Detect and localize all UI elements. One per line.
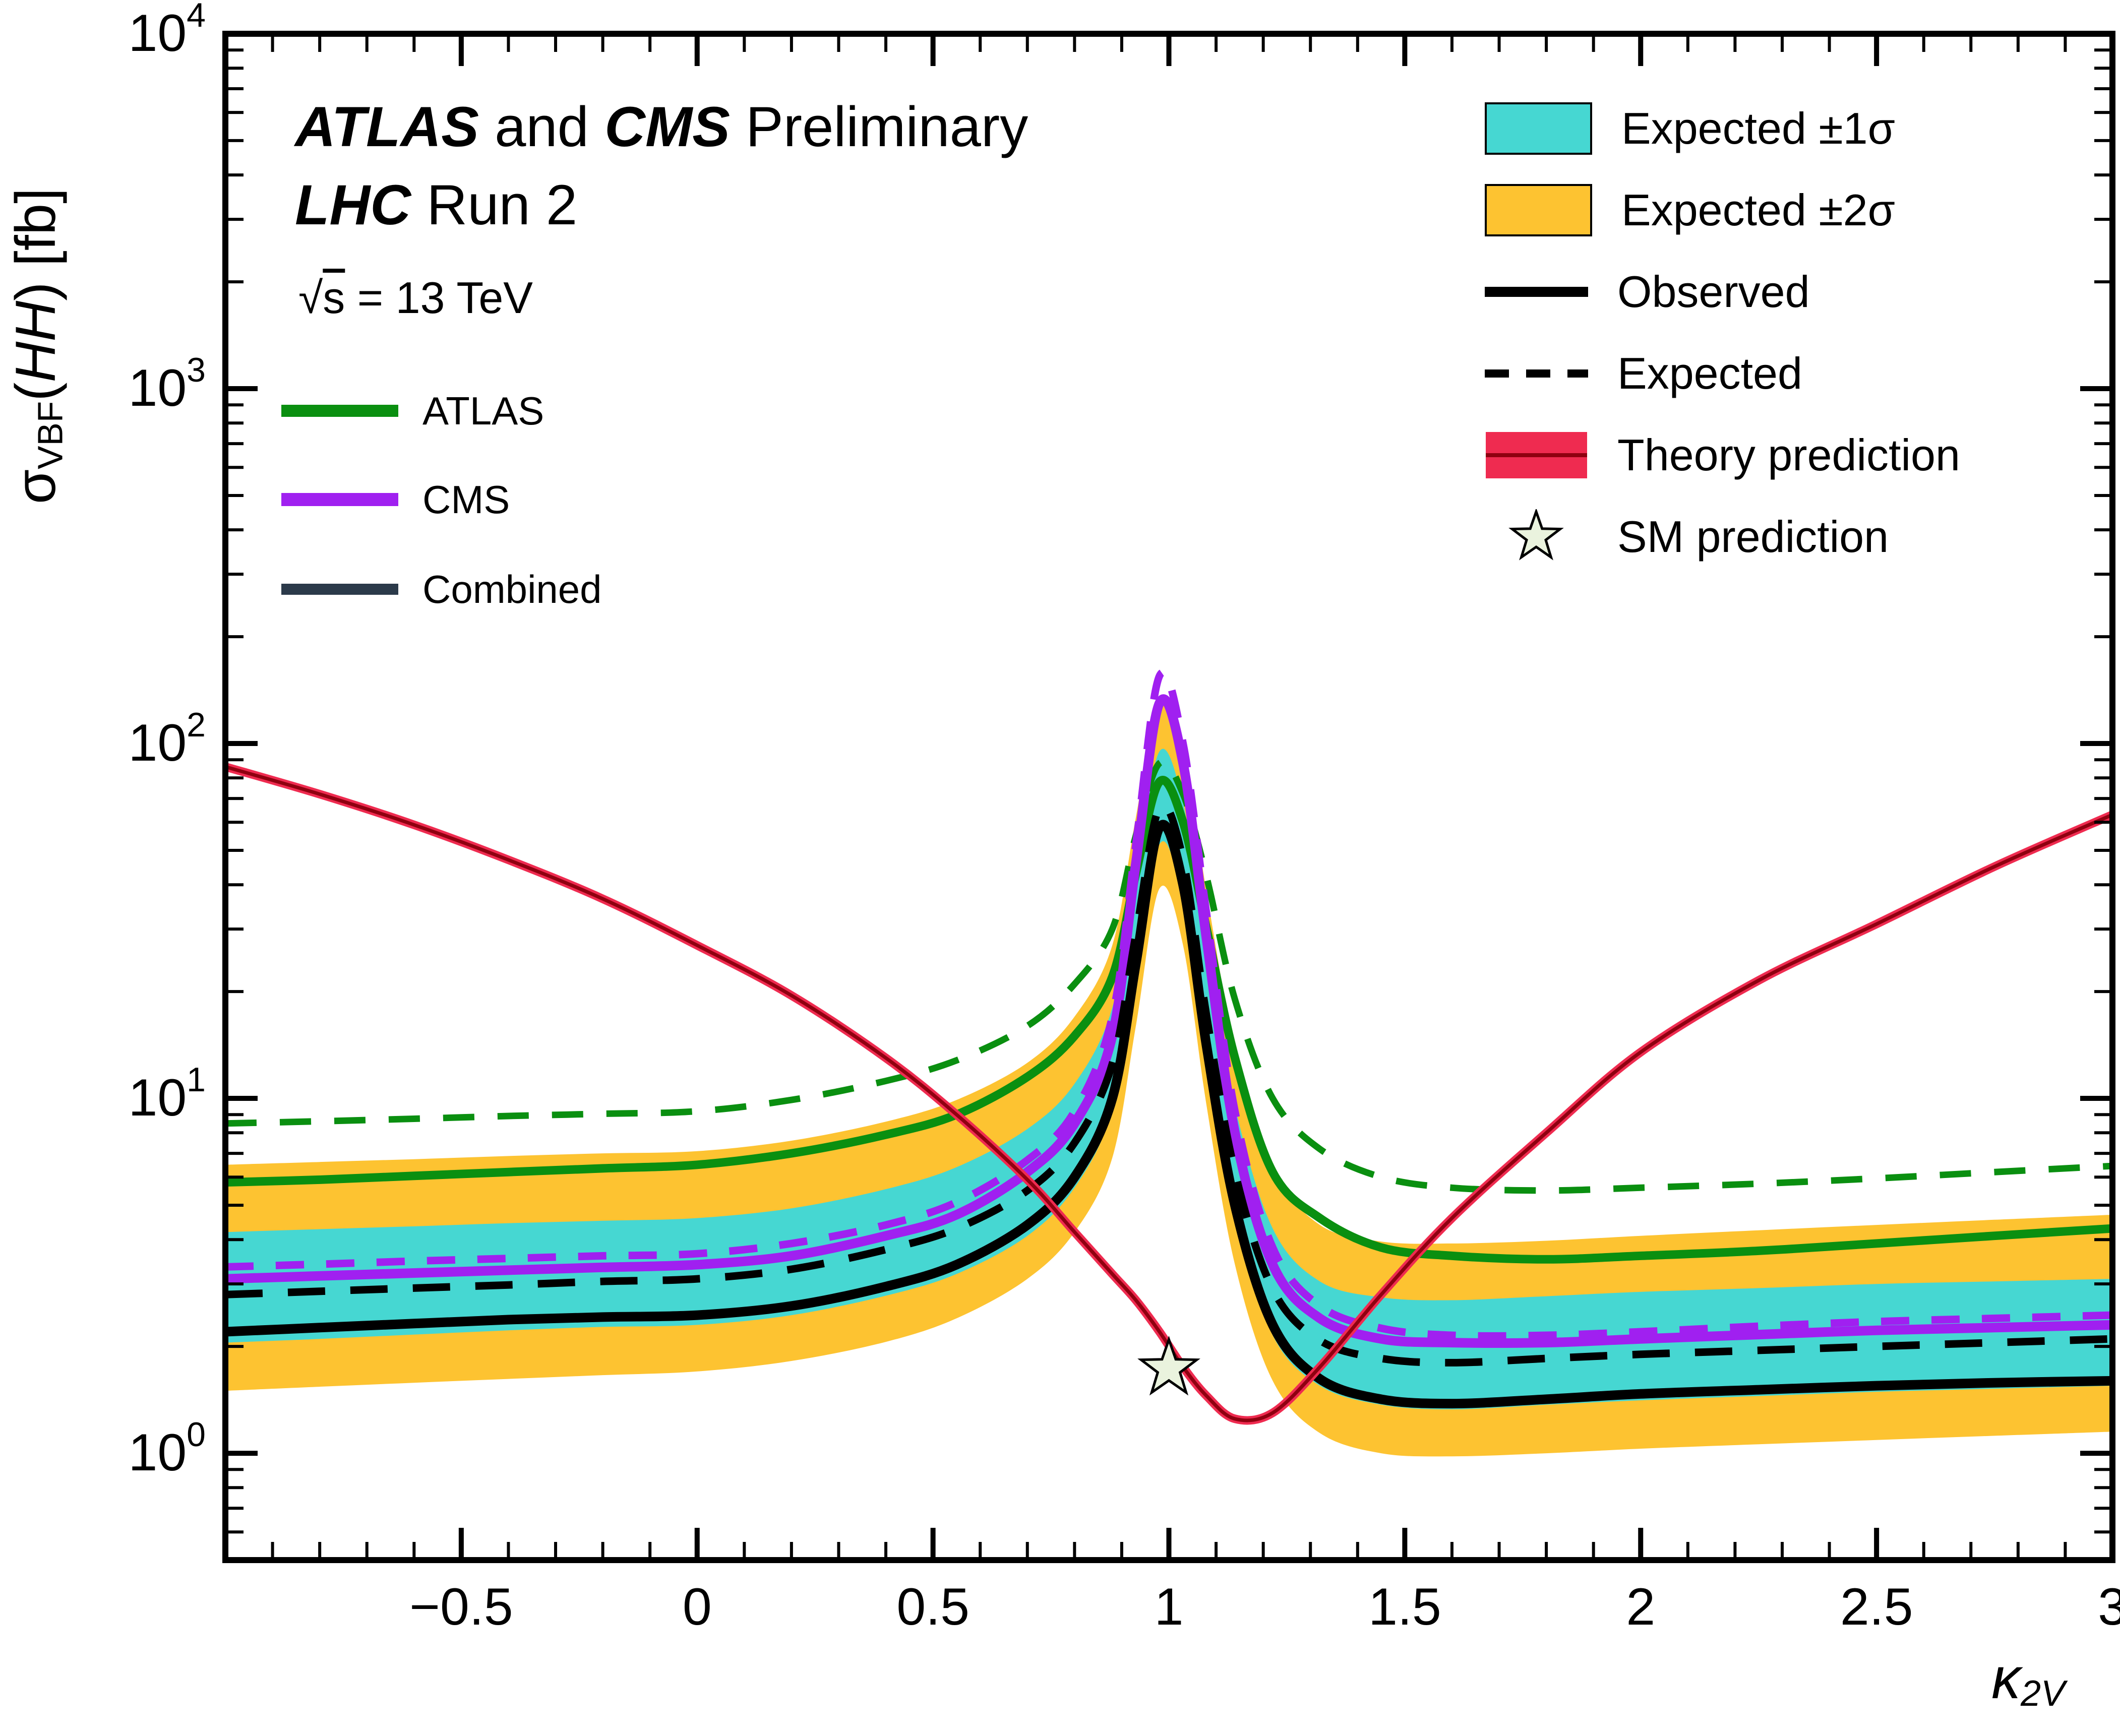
sm-prediction-star: [1137, 1335, 1200, 1396]
x-tick-label: 3: [2098, 1578, 2120, 1636]
x-tick-label: 2: [1626, 1578, 1655, 1636]
x-tick-label: 1: [1155, 1578, 1184, 1636]
x-tick-label: 0.5: [896, 1578, 970, 1636]
y-tick-label: 102: [128, 706, 206, 772]
x-tick-label: 2.5: [1840, 1578, 1913, 1636]
curves-group: [225, 668, 2112, 1457]
y-tick-label: 100: [128, 1415, 206, 1482]
cms-observed-curve: [225, 694, 2112, 1348]
atlas-expected-curve: [225, 758, 2112, 1194]
x-tick-label: 0: [683, 1578, 712, 1636]
ticks-group: [225, 31, 2115, 1560]
y-tick-label: 104: [128, 0, 206, 63]
x-tick-label: 1.5: [1368, 1578, 1441, 1636]
y-tick-label: 101: [128, 1061, 206, 1127]
theory-core-curve: [225, 765, 2112, 1422]
tick-labels-group: 100 101 102 103 104 −0.5 0 0.5 1 1.5 2 2.5 3: [128, 0, 2120, 1636]
y-tick-label: 103: [128, 351, 206, 417]
combined-observed-curve: [225, 820, 2112, 1409]
combined-expected-curve: [225, 800, 2112, 1367]
cms-expected-curve: [225, 668, 2112, 1340]
x-tick-label: −0.5: [409, 1578, 513, 1636]
atlas-observed-curve: [225, 776, 2112, 1264]
expected-1sigma-band: [225, 749, 2112, 1409]
